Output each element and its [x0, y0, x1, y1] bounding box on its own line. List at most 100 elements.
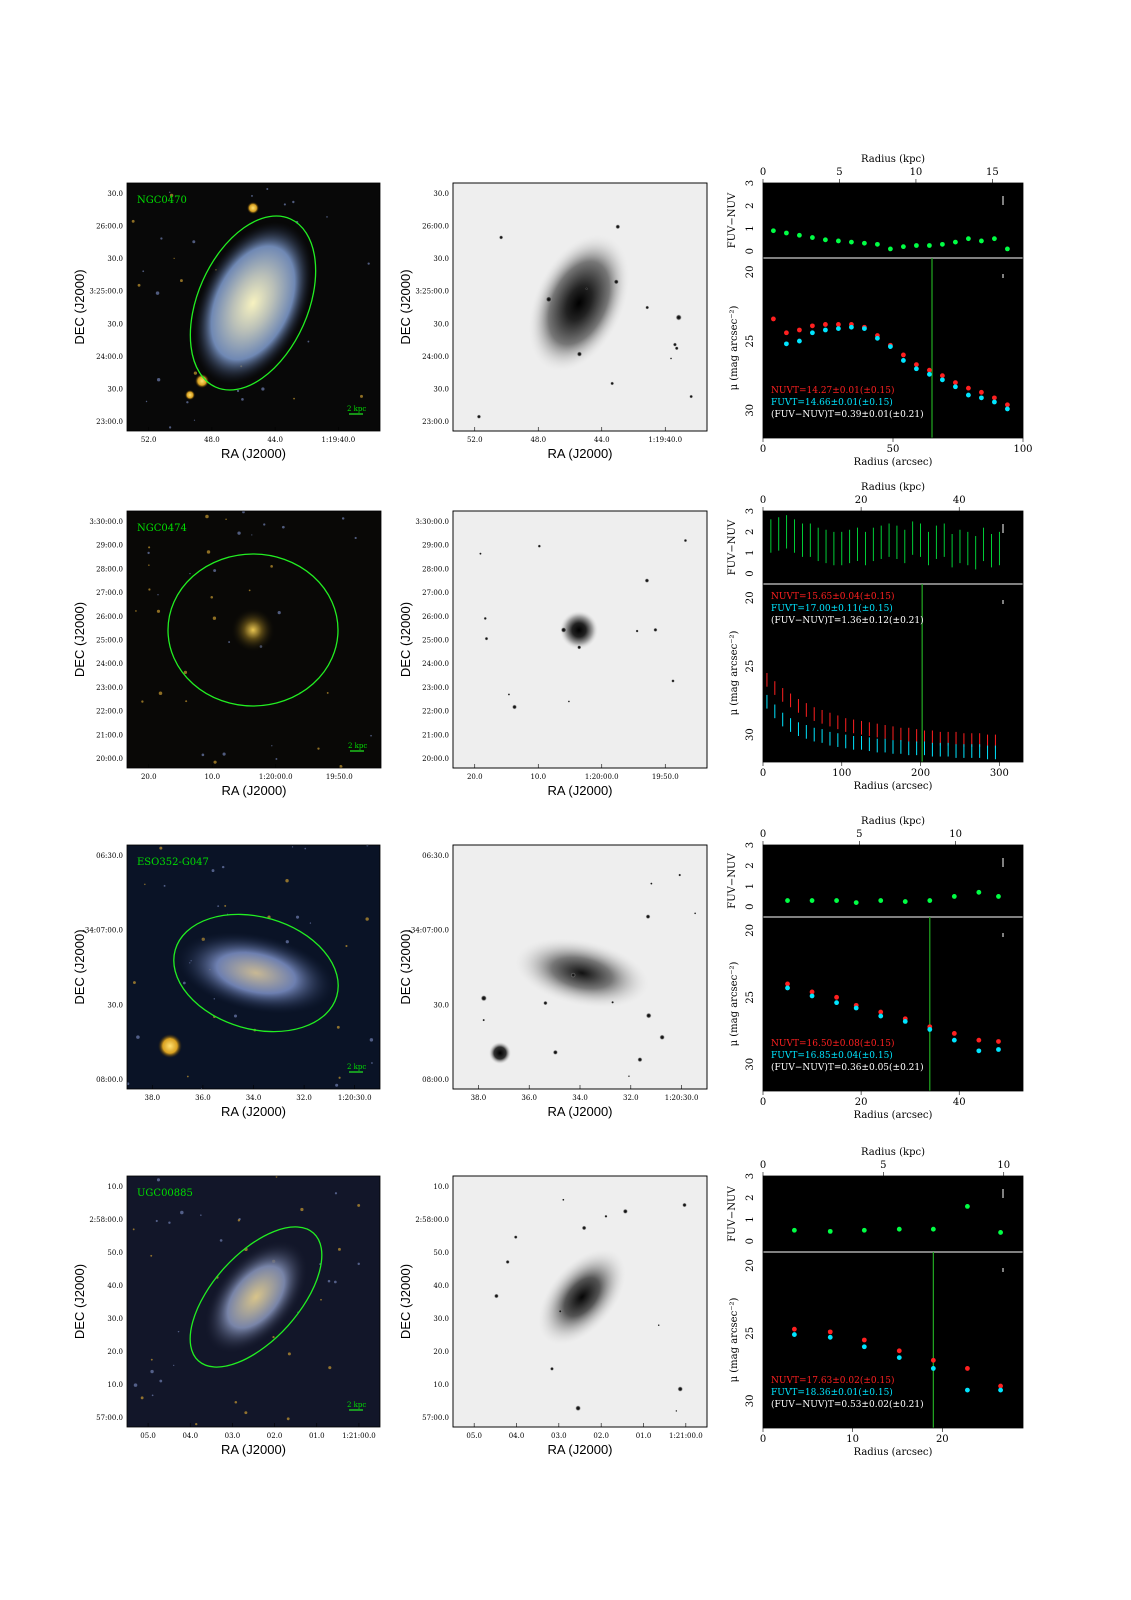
- legend-entry: NUVT=15.65±0.04(±0.15): [771, 591, 894, 602]
- mu-ytick-label: 20: [745, 591, 756, 604]
- color-point: [996, 894, 1001, 899]
- background-star: [251, 194, 253, 197]
- background-star: [156, 609, 161, 613]
- color-ytick-label: 2: [745, 862, 756, 868]
- fuv-point: [827, 1334, 833, 1340]
- dec-tick-label: 25:00.0: [96, 637, 123, 645]
- grey-star: [480, 995, 487, 1002]
- legend-entry: NUVT=16.50±0.08(±0.15): [771, 1038, 894, 1049]
- color-point: [927, 243, 932, 248]
- color-point: [896, 1226, 902, 1232]
- fuv-point: [979, 395, 984, 401]
- ra-tick-label: 03.0: [551, 1432, 567, 1440]
- dec-tick-label: 20:00.0: [422, 755, 449, 763]
- background-star: [300, 1207, 304, 1212]
- color-point: [836, 238, 841, 244]
- dec-tick-label: 06:30.0: [96, 852, 123, 860]
- dec-axis-label: DEC (J2000): [398, 929, 413, 1004]
- dec-tick-label: 29:00.0: [422, 542, 449, 550]
- dec-tick-label: -34:07:00.0: [409, 927, 449, 935]
- background-star: [206, 550, 211, 554]
- dec-tick-label: 30.0: [433, 1001, 449, 1009]
- fuv-point: [966, 392, 971, 398]
- dec-tick-label: 21:00.0: [422, 731, 449, 739]
- background-star: [295, 915, 300, 919]
- background-star: [357, 1262, 360, 1266]
- dec-tick-label: 2:58:00.0: [415, 1216, 449, 1224]
- background-star: [144, 883, 146, 886]
- color-ytick-label: 3: [745, 508, 756, 514]
- ra-tick-label: 48.0: [204, 436, 220, 444]
- arcsec-axis-label: Radius (arcsec): [854, 1447, 933, 1458]
- dec-tick-label: 57:00.0: [422, 1414, 449, 1422]
- background-star: [195, 1422, 198, 1426]
- dec-axis-label: DEC (J2000): [72, 929, 87, 1004]
- color-point: [823, 237, 828, 243]
- dec-tick-label: 20:00.0: [96, 755, 123, 763]
- grey-star: [484, 636, 489, 641]
- dec-axis-label: DEC (J2000): [398, 1264, 413, 1339]
- bright-star: [185, 390, 195, 400]
- background-star: [217, 905, 220, 908]
- fuv-point: [998, 1387, 1003, 1393]
- scale-bar-label: 2 kpc: [347, 405, 366, 413]
- color-point: [849, 239, 854, 245]
- background-star: [183, 670, 188, 675]
- kpc-tick-label: 20: [855, 495, 868, 506]
- grey-star: [511, 704, 518, 710]
- aperture-ellipse: [189, 1226, 323, 1368]
- grey-star: [635, 629, 639, 633]
- dec-tick-label: -34:07:00.0: [83, 927, 123, 935]
- background-star: [244, 1411, 248, 1415]
- background-star: [251, 534, 253, 536]
- color-axis-label: FUV−NUV: [727, 1186, 738, 1242]
- background-star: [224, 904, 227, 907]
- profile-frame: [762, 1175, 1024, 1429]
- dec-axis-label: DEC (J2000): [398, 602, 413, 677]
- galaxy-color-emission: [193, 222, 313, 384]
- fuv-point: [809, 993, 815, 999]
- dec-tick-label: 26:00.0: [96, 223, 123, 231]
- color-profile-panel: [763, 183, 1023, 258]
- arcsec-tick-label: 40: [953, 1097, 966, 1108]
- fuv-point: [927, 1027, 933, 1032]
- color-image-frame: [126, 182, 381, 432]
- background-star: [169, 193, 174, 198]
- grey-star: [545, 296, 553, 303]
- background-star: [337, 1247, 341, 1251]
- surface-brightness-panel: [763, 917, 1023, 1091]
- legend-entry: (FUV−NUV)T=1.36±0.12(±0.21): [771, 615, 924, 626]
- color-ytick-label: 0: [745, 904, 756, 910]
- background-star: [333, 1280, 337, 1284]
- fuv-point: [902, 1019, 908, 1024]
- fuv-point: [861, 1344, 867, 1350]
- color-point: [901, 244, 906, 250]
- nuv-point: [785, 981, 790, 987]
- grey-star: [645, 914, 651, 920]
- dec-tick-label: 30.0: [433, 320, 449, 328]
- nuv-point: [992, 395, 997, 401]
- background-star: [140, 1396, 144, 1400]
- arcsec-tick-label: 300: [990, 768, 1009, 779]
- nuv-point: [896, 1348, 902, 1354]
- grey-star: [537, 544, 542, 548]
- color-point: [862, 240, 867, 246]
- grey-star: [581, 1225, 587, 1231]
- mu-ytick-label: 20: [745, 924, 756, 937]
- ra-axis-label: RA (J2000): [547, 783, 612, 798]
- grey-star: [675, 1409, 678, 1412]
- nuv-point: [927, 367, 932, 373]
- background-star: [338, 1076, 341, 1079]
- ra-tick-label: 02.0: [267, 1432, 283, 1440]
- background-star: [285, 879, 289, 883]
- color-ytick-label: 1: [745, 225, 756, 231]
- galaxy-color-emission: [231, 608, 275, 652]
- background-star: [177, 1330, 180, 1333]
- nuv-point: [965, 1366, 970, 1371]
- ra-tick-label: 10.0: [530, 773, 546, 781]
- color-axis-label: FUV−NUV: [727, 192, 738, 248]
- kpc-axis-label: Radius (kpc): [861, 482, 925, 493]
- ra-tick-label: 1:20:00.0: [259, 773, 293, 781]
- ra-tick-label: 20.0: [141, 773, 157, 781]
- ra-tick-label: 1:21:00.0: [342, 1432, 376, 1440]
